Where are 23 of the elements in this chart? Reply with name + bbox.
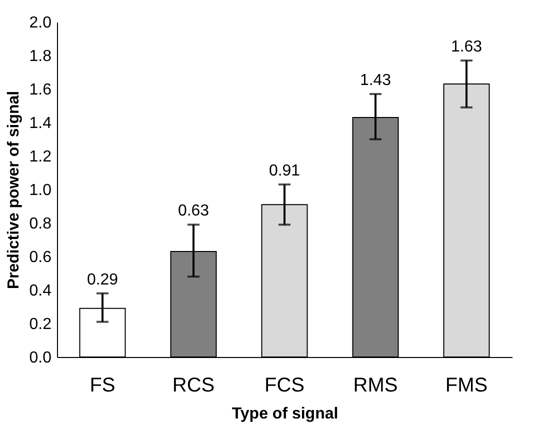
x-tick-label: FCS [264,374,304,396]
x-tick-label: FMS [445,374,488,396]
y-tick-label: 1.4 [29,115,52,132]
data-label: 1.43 [360,72,392,90]
x-tick-label: RMS [353,374,398,396]
y-tick-label: 0.4 [29,282,52,300]
data-label: 0.91 [268,162,300,180]
y-tick-label: 0.8 [29,216,52,232]
y-tick-label: 0.0 [29,350,52,366]
data-label: 1.63 [450,38,482,56]
y-tick-label: 0.2 [29,316,52,333]
x-tick-label: FS [90,374,116,396]
x-tick-label: RCS [172,374,215,396]
x-axis-title: Type of signal [232,406,338,422]
y-tick-label: 1.0 [29,182,52,199]
y-tick-label: 0.6 [29,249,52,266]
y-tick-label: 1.6 [29,82,52,98]
y-tick-label: 2.0 [29,14,52,32]
data-label: 0.63 [178,202,210,220]
y-tick-label: 1.8 [29,48,52,65]
data-label: 0.29 [86,271,118,288]
y-axis-title: Predictive power of signal [5,90,22,290]
y-tick-label: 1.2 [29,148,52,166]
